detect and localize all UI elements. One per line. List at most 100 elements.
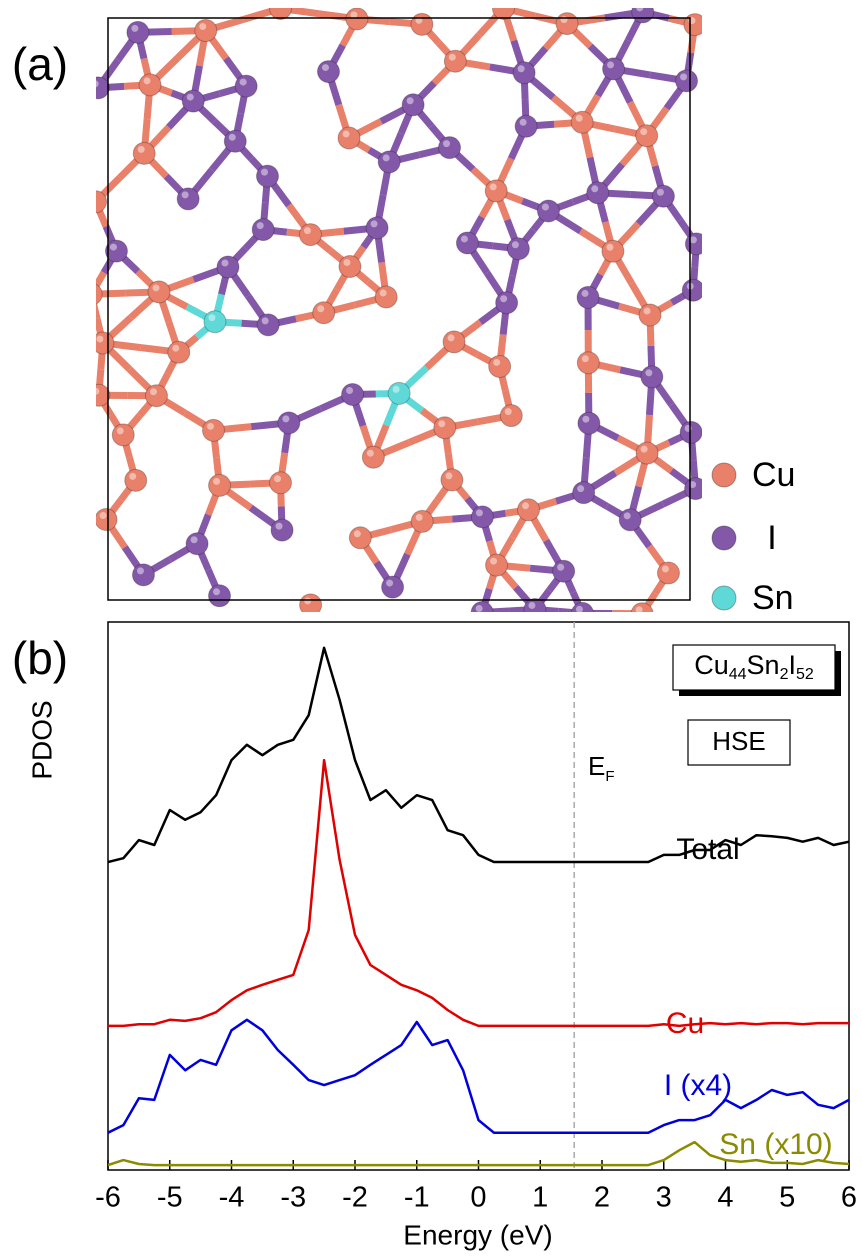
legend-swatch (711, 525, 737, 551)
x-tick-label: 2 (594, 1182, 610, 1214)
composition-box (672, 644, 836, 691)
atom-highlight (581, 289, 589, 297)
atom (341, 383, 365, 407)
subscript: 44 (729, 666, 747, 683)
atom-highlight (96, 197, 97, 199)
atom-highlight (350, 11, 358, 19)
atom-highlight (475, 604, 483, 612)
composition: Cu44Sn2I52 (694, 650, 814, 683)
structure-image (85, 1, 702, 612)
atom (656, 561, 680, 585)
atom-highlight (137, 145, 145, 153)
atom (377, 150, 401, 174)
atom (270, 518, 294, 542)
atom (552, 559, 576, 583)
atom-highlight (206, 422, 214, 430)
atom (523, 597, 547, 612)
atom-highlight (635, 606, 643, 612)
atom (104, 239, 128, 263)
atom-highlight (500, 295, 508, 303)
atom-highlight (221, 259, 229, 267)
atom (586, 181, 610, 205)
atom-highlight (447, 334, 455, 342)
atom-highlight (213, 588, 221, 596)
atom (126, 20, 150, 44)
atom (470, 505, 494, 529)
series-label: Cu (666, 1007, 704, 1040)
atom (96, 283, 103, 305)
atom (442, 330, 466, 354)
atom-highlight (645, 369, 653, 377)
atom (365, 216, 389, 240)
y-axis-label: PDOS (26, 700, 57, 779)
method-box (687, 719, 791, 766)
atom (570, 110, 594, 134)
fermi-symbol: E (588, 751, 605, 781)
legend-swatch (711, 585, 737, 611)
atom (455, 231, 479, 255)
atom (131, 563, 155, 587)
atom-highlight (623, 512, 631, 520)
x-tick-label: -1 (404, 1182, 430, 1214)
atom-highlight (85, 287, 92, 294)
atom-highlight (181, 191, 189, 199)
atom-highlight (689, 236, 697, 244)
atom (277, 411, 301, 435)
atom-highlight (370, 220, 378, 228)
atom (138, 73, 162, 97)
atom (167, 340, 191, 364)
atom-highlight (448, 53, 456, 61)
atom (381, 575, 405, 599)
atom (312, 301, 336, 325)
atom-highlight (541, 203, 549, 211)
atom (679, 420, 702, 444)
atom-highlight (415, 513, 423, 521)
atom (572, 481, 596, 505)
atom (576, 351, 600, 375)
x-tick-label: -2 (342, 1182, 368, 1214)
atom (337, 126, 361, 150)
atom-highlight (643, 307, 651, 315)
atom-highlight (607, 61, 615, 69)
atom (345, 8, 369, 31)
legend-label: I (767, 519, 776, 557)
atom-highlight (575, 605, 583, 612)
atom-highlight (493, 358, 501, 366)
atom-highlight (274, 1, 281, 8)
atom-highlight (274, 475, 282, 483)
atom (506, 237, 530, 261)
x-tick-label: 5 (779, 1182, 795, 1214)
atom-highlight (96, 335, 104, 343)
atom (269, 8, 293, 20)
series-label: I (x4) (664, 1069, 732, 1102)
atom-highlight (560, 16, 568, 24)
atom-highlight (392, 385, 400, 393)
atom-highlight (116, 427, 124, 435)
atom-highlight (136, 567, 144, 575)
atom-highlight (511, 241, 519, 249)
atom (374, 285, 398, 309)
atom (485, 553, 509, 577)
atom (602, 57, 626, 81)
atom-highlight (129, 472, 137, 480)
x-tick-label: 0 (470, 1182, 486, 1214)
x-tick-label: -4 (219, 1182, 245, 1214)
atom-highlight (656, 188, 664, 196)
atom (96, 76, 110, 100)
atom-highlight (504, 408, 512, 416)
atom-highlight (131, 24, 139, 32)
atom-highlight (256, 222, 264, 230)
atom (571, 601, 594, 612)
atom-highlight (343, 258, 351, 266)
atom-highlight (342, 130, 350, 138)
atom (683, 13, 702, 37)
legend-swatch (711, 462, 737, 488)
method-label: HSE (712, 726, 765, 756)
atom-highlight (591, 185, 599, 193)
atom (536, 199, 560, 223)
series-line (108, 1140, 849, 1167)
atom (631, 8, 655, 24)
atom (201, 418, 225, 442)
